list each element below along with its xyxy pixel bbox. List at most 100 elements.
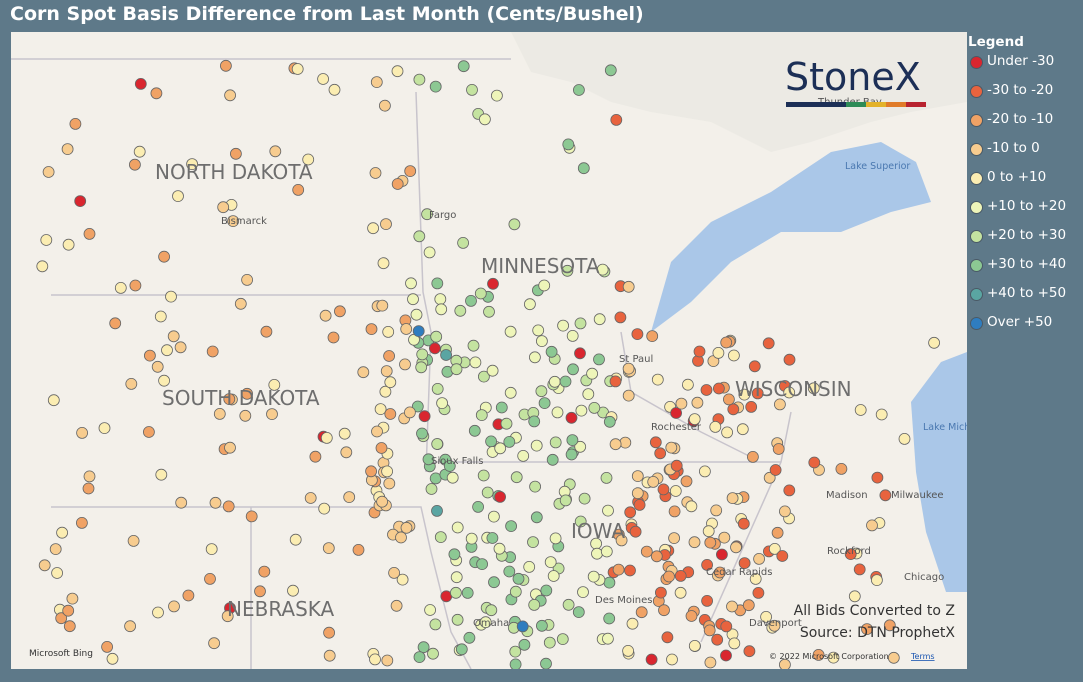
basis-point — [738, 388, 751, 401]
basis-point — [151, 360, 164, 373]
basis-point — [490, 89, 503, 102]
basis-point — [726, 600, 738, 613]
basis-point — [516, 620, 529, 633]
basis-point — [771, 526, 784, 539]
basis-point — [427, 647, 439, 660]
basis-point — [333, 305, 346, 318]
basis-point — [40, 234, 53, 246]
basis-point — [728, 349, 740, 362]
basis-point — [505, 520, 518, 533]
basis-point — [449, 586, 462, 599]
basis-point — [309, 450, 322, 463]
basis-point — [495, 401, 508, 414]
basis-point — [381, 654, 394, 667]
basis-point — [688, 536, 701, 549]
terms-link[interactable]: Terms — [910, 652, 935, 661]
basis-point — [83, 470, 96, 483]
basis-point — [666, 653, 678, 666]
basis-point — [383, 350, 396, 362]
city-label: Madison — [826, 490, 868, 501]
basis-point — [674, 570, 687, 582]
legend-label: Over +50 — [987, 314, 1053, 330]
basis-point — [168, 600, 180, 613]
basis-point — [879, 489, 892, 502]
basis-point — [723, 393, 735, 406]
basis-point — [593, 353, 605, 366]
basis-point — [654, 447, 667, 460]
basis-point — [422, 453, 435, 466]
basis-point — [565, 411, 578, 424]
basis-point — [600, 471, 613, 484]
basis-point — [241, 387, 254, 400]
basis-point — [413, 73, 426, 86]
basis-point — [544, 556, 557, 568]
basis-point — [289, 533, 302, 546]
basis-point — [245, 510, 258, 523]
basis-point — [223, 393, 236, 406]
basis-point — [487, 277, 499, 290]
logo: StoneX — [785, 55, 921, 99]
basis-point — [83, 227, 96, 240]
basis-point — [424, 604, 437, 616]
basis-point — [509, 658, 522, 669]
basis-point — [619, 436, 632, 449]
basis-point — [381, 465, 394, 478]
basis-point — [701, 559, 713, 571]
basis-point — [450, 571, 463, 584]
legend-item: +20 to +30 — [968, 227, 1066, 256]
basis-point — [543, 636, 556, 649]
basis-point — [370, 76, 383, 88]
basis-point — [469, 356, 482, 369]
attribution: Microsoft Bing — [29, 649, 93, 659]
basis-point — [49, 543, 62, 555]
basis-point — [574, 440, 587, 453]
basis-point — [165, 290, 177, 303]
basis-point — [405, 277, 417, 290]
basis-point — [512, 572, 525, 585]
basis-point — [898, 432, 911, 445]
basis-point — [703, 624, 716, 637]
basis-point — [626, 617, 639, 630]
basis-point — [477, 469, 490, 482]
basis-point — [416, 427, 428, 440]
basis-point — [685, 610, 698, 622]
basis-point — [674, 586, 687, 599]
basis-point — [538, 279, 551, 292]
basis-point — [474, 287, 487, 300]
basis-point — [629, 525, 642, 538]
basis-point — [548, 375, 561, 388]
basis-point — [713, 382, 725, 395]
basis-point — [395, 531, 407, 544]
basis-point — [557, 319, 569, 332]
basis-point — [701, 595, 713, 607]
basis-point — [808, 456, 821, 469]
basis-point — [556, 633, 569, 645]
basis-point — [56, 526, 68, 539]
basis-point — [388, 567, 401, 579]
basis-point — [688, 413, 701, 426]
basis-point — [669, 485, 682, 497]
city-label: Bismarck — [221, 216, 267, 227]
basis-point — [602, 504, 614, 517]
basis-point — [323, 626, 336, 639]
basis-point — [221, 610, 234, 623]
basis-point — [532, 324, 545, 337]
city-label: St Paul — [619, 354, 653, 365]
legend-item: -10 to 0 — [968, 140, 1066, 169]
basis-point — [229, 147, 242, 160]
basis-point — [186, 158, 199, 171]
water-labels: Lake Superior Lake Michigan — [845, 161, 967, 433]
basis-point — [175, 496, 188, 509]
basis-point — [875, 408, 888, 421]
basis-point — [158, 374, 171, 387]
basis-point — [649, 436, 662, 449]
basis-point — [699, 465, 711, 478]
basis-point — [129, 158, 141, 171]
basis-point — [593, 313, 606, 326]
basis-point — [434, 531, 447, 544]
water-label: Lake Superior — [845, 161, 910, 172]
state-label: NORTH DAKOTA — [155, 160, 313, 184]
basis-point — [114, 281, 127, 294]
basis-point — [700, 384, 713, 396]
basis-point — [241, 273, 254, 286]
